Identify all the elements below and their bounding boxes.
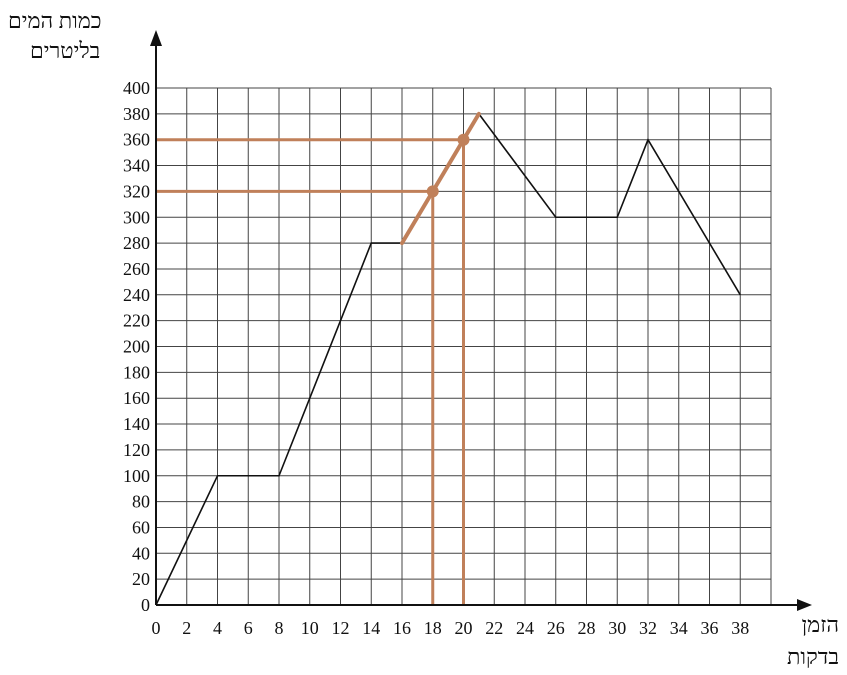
x-tick-label: 12 [332, 618, 350, 638]
y-tick-label: 0 [141, 595, 150, 615]
x-tick-label: 34 [670, 618, 688, 638]
x-tick-label: 28 [578, 618, 596, 638]
highlight-segment [400, 111, 481, 246]
series-layer [155, 112, 741, 606]
y-axis-arrow [150, 30, 162, 46]
x-tick-label: 2 [182, 618, 191, 638]
y-axis-title-line-2: בליטרים [30, 38, 101, 63]
y-tick-label: 80 [132, 492, 150, 512]
x-axis-title-line-2: בדקות [786, 644, 839, 669]
y-tick-label: 340 [123, 156, 150, 176]
x-axis-title-line-1: הזמן [801, 612, 839, 637]
y-tick-label: 360 [123, 130, 150, 150]
tick-labels: 0204060801001201401601802002202402602803… [123, 78, 749, 638]
y-tick-label: 60 [132, 517, 150, 537]
x-tick-label: 4 [213, 618, 222, 638]
y-tick-label: 320 [123, 181, 150, 201]
x-tick-label: 14 [362, 618, 380, 638]
x-tick-label: 16 [393, 618, 411, 638]
y-tick-label: 120 [123, 440, 150, 460]
highlight-point [426, 185, 439, 198]
y-tick-label: 100 [123, 466, 150, 486]
y-tick-label: 40 [132, 543, 150, 563]
x-tick-label: 30 [608, 618, 626, 638]
axes [150, 30, 812, 611]
y-tick-label: 280 [123, 233, 150, 253]
x-tick-label: 6 [244, 618, 253, 638]
y-tick-label: 140 [123, 414, 150, 434]
x-tick-label: 26 [547, 618, 565, 638]
y-tick-label: 200 [123, 337, 150, 357]
y-tick-label: 260 [123, 259, 150, 279]
x-tick-label: 20 [455, 618, 473, 638]
series-line [155, 112, 741, 606]
y-tick-label: 380 [123, 104, 150, 124]
y-tick-label: 20 [132, 569, 150, 589]
x-tick-label: 8 [275, 618, 284, 638]
x-tick-label: 38 [731, 618, 749, 638]
y-axis-title-line-1: כמות המים [8, 8, 102, 33]
x-axis-arrow [797, 599, 812, 611]
x-tick-label: 24 [516, 618, 534, 638]
y-tick-label: 400 [123, 78, 150, 98]
y-tick-label: 180 [123, 362, 150, 382]
x-tick-label: 22 [485, 618, 503, 638]
x-tick-label: 32 [639, 618, 657, 638]
y-tick-label: 240 [123, 285, 150, 305]
x-tick-label: 0 [152, 618, 161, 638]
y-tick-label: 220 [123, 311, 150, 331]
x-tick-label: 10 [301, 618, 319, 638]
x-tick-label: 18 [424, 618, 442, 638]
x-tick-label: 36 [701, 618, 719, 638]
highlight-point [457, 133, 470, 146]
annotation-layer [156, 111, 481, 605]
y-tick-label: 300 [123, 207, 150, 227]
y-tick-label: 160 [123, 388, 150, 408]
